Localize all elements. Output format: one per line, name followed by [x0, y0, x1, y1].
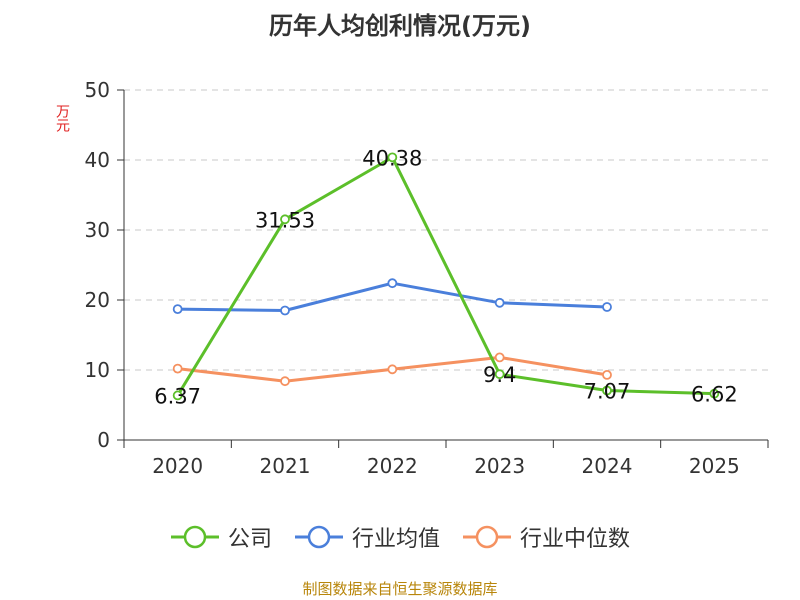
y-tick-label: 50: [85, 78, 110, 102]
y-tick-label: 20: [85, 288, 110, 312]
legend-item[interactable]: 行业均值: [294, 521, 440, 553]
source-footer: 制图数据来自恒生聚源数据库: [302, 580, 498, 598]
legend-line-circle-icon: [463, 525, 511, 549]
data-point: [709, 388, 720, 399]
data-point: [387, 278, 398, 289]
y-tick-label: 30: [85, 218, 110, 242]
legend-label: 行业均值: [351, 527, 440, 552]
data-label: 31.53: [255, 208, 315, 232]
y-tick-label: 40: [85, 148, 110, 172]
legend-line-circle-icon: [170, 525, 219, 549]
data-label: 7.07: [584, 380, 631, 404]
data-point: [387, 364, 398, 375]
y-axis-label: 万元: [54, 104, 70, 132]
legend-item[interactable]: 行业中位数: [462, 521, 630, 553]
x-tick-label: 2021: [260, 454, 311, 478]
legend-line-circle-icon: [294, 525, 343, 549]
x-tick-label: 2023: [474, 454, 525, 478]
series-line-0: [176, 155, 715, 397]
chart-legend: 公司 行业均值 行业中位数: [0, 520, 800, 554]
legend-label: 公司: [227, 527, 272, 552]
x-tick-label: 2020: [152, 454, 203, 478]
data-point: [602, 369, 612, 380]
data-point: [494, 297, 505, 308]
data-point: [494, 369, 505, 380]
y-tick-label: 10: [85, 358, 110, 382]
data-label: 40.38: [362, 146, 422, 170]
data-point: [280, 376, 290, 387]
data-point: [172, 363, 183, 374]
y-tick-label: 0: [97, 428, 110, 452]
data-point: [494, 352, 505, 363]
data-label: 6.37: [154, 384, 201, 408]
legend-label: 行业中位数: [520, 527, 631, 552]
chart-title: 历年人均创利情况(万元): [269, 12, 531, 40]
x-tick-label: 2025: [689, 454, 740, 478]
data-point: [172, 390, 183, 401]
data-point: [602, 385, 612, 396]
data-point: [280, 305, 290, 316]
data-point: [602, 302, 612, 312]
legend-item[interactable]: 公司: [170, 521, 272, 553]
x-tick-label: 2022: [367, 454, 418, 478]
data-label: 6.62: [691, 383, 738, 407]
data-label: 9.4: [483, 363, 516, 387]
data-point: [280, 214, 290, 225]
data-point: [387, 152, 398, 163]
x-tick-label: 2024: [582, 454, 633, 478]
data-point: [172, 304, 183, 315]
